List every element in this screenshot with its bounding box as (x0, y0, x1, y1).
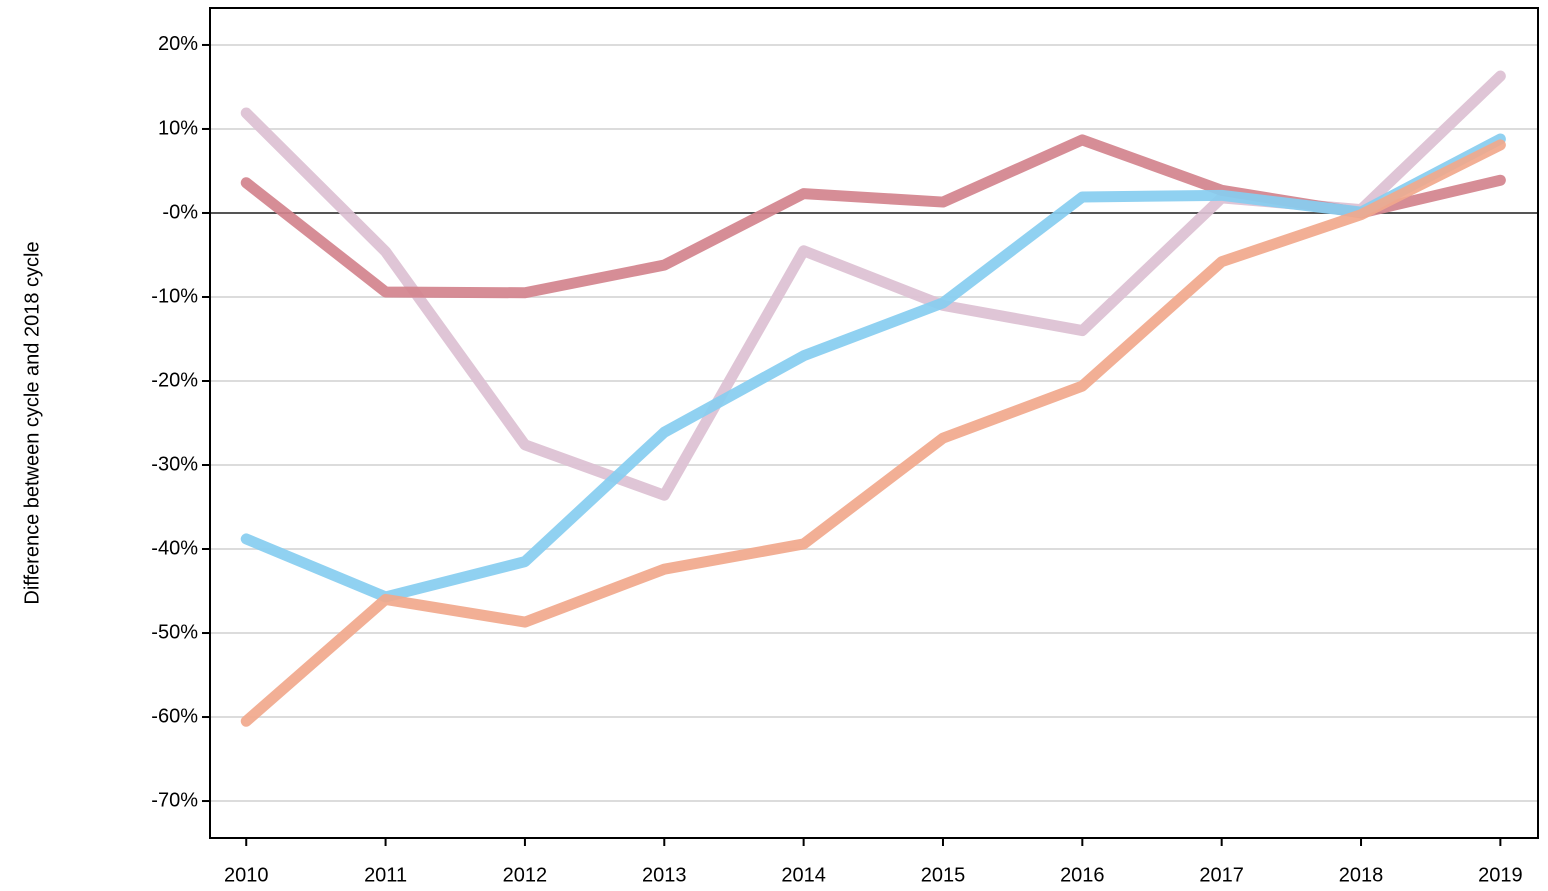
y-tick-label: -30% (151, 453, 198, 475)
x-tick-label: 2016 (1060, 864, 1105, 886)
x-tick-label: 2012 (503, 864, 548, 886)
y-tick-label: -50% (151, 621, 198, 643)
x-tick-label: 2013 (642, 864, 687, 886)
x-tick-label: 2018 (1339, 864, 1384, 886)
x-tick-label: 2014 (781, 864, 826, 886)
x-tick-label: 2017 (1199, 864, 1244, 886)
y-tick-label: -10% (151, 285, 198, 307)
x-tick-label: 2015 (921, 864, 966, 886)
plot-frame (209, 7, 1539, 839)
line-series (240, 133, 1506, 603)
y-tick-label: 20% (158, 33, 198, 55)
y-tick-label: -0% (162, 201, 198, 223)
y-tick-label: 10% (158, 117, 198, 139)
x-tick-label: 2011 (364, 864, 407, 886)
x-tick-label: 2019 (1478, 864, 1523, 886)
line-series (240, 134, 1506, 299)
line-series (240, 139, 1506, 727)
line-series (240, 70, 1506, 501)
y-tick-label: -20% (151, 369, 198, 391)
y-tick-label: -70% (151, 789, 198, 811)
y-tick-label: -60% (151, 705, 198, 727)
y-axis-label: Difference between cycle and 2018 cycle (21, 241, 43, 604)
y-tick-label: -40% (151, 537, 198, 559)
x-tick-label: 2010 (224, 864, 269, 886)
